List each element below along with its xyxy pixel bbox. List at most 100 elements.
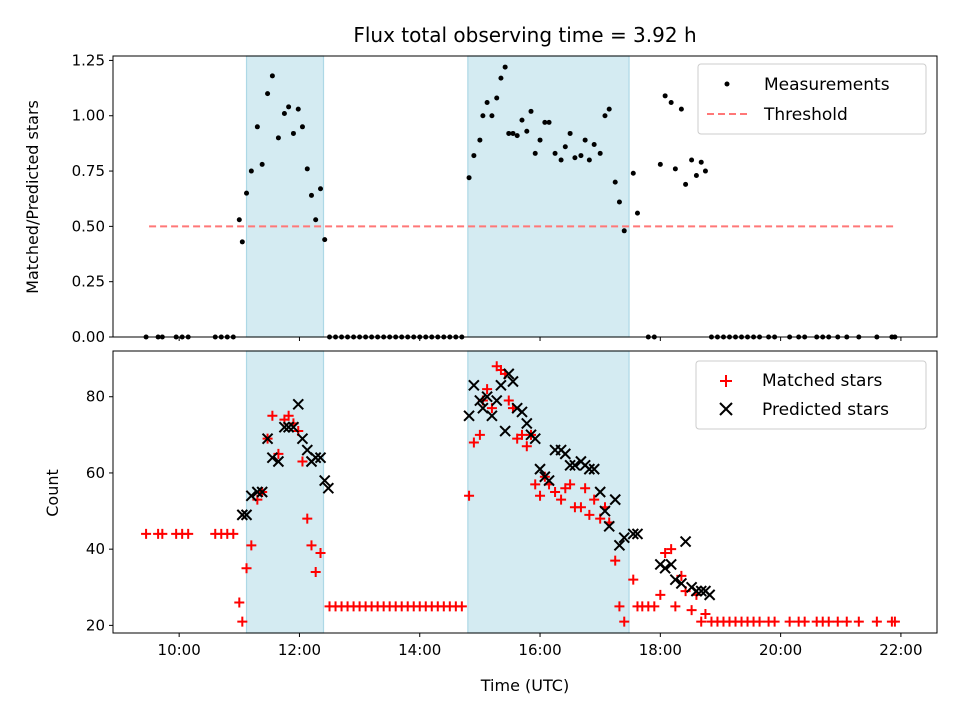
measurement-point (313, 217, 319, 223)
measurement-point (597, 150, 603, 156)
measurement-point (662, 93, 668, 99)
measurement-point (678, 106, 684, 112)
x-tick-label: 18:00 (639, 641, 682, 659)
measurement-point (562, 144, 568, 150)
predicted-star-point (251, 486, 264, 498)
predicted-star-point (236, 509, 249, 521)
measurement-point (591, 142, 597, 148)
measurement-point (239, 239, 245, 245)
matched-star-point (141, 528, 152, 539)
bottom-y-axis-label: Count (43, 469, 62, 517)
predicted-star-point (675, 577, 688, 590)
matched-star-point (754, 616, 765, 627)
measurement-point (281, 111, 287, 117)
measurement-point (586, 157, 592, 163)
matched-star-point (237, 616, 248, 627)
x-tick-label: 22:00 (879, 641, 922, 659)
measurement-point (567, 130, 573, 136)
predicted-star-point (609, 493, 621, 506)
measurement-point (616, 199, 622, 205)
matched-star-point (283, 410, 294, 421)
matched-star-point (565, 479, 576, 490)
predicted-star-point (292, 398, 304, 411)
measurement-point (702, 168, 708, 174)
predicted-star-point (521, 417, 533, 430)
predicted-star-point (272, 455, 285, 468)
matched-star-point (589, 494, 600, 505)
measurement-point (304, 166, 310, 172)
top-panel: 0.00 0.25 0.50 0.75 1.00 1.25 Matched/Predict… (23, 51, 938, 346)
measurement-point (308, 192, 314, 198)
predicted-star-point (245, 490, 258, 502)
matched-star-point (535, 490, 546, 501)
bottom-axis-ticks: 20 40 60 80 10:00 12:00 14:00 16:00 18:00 20:00 22… (86, 388, 923, 659)
predicted-star-point (583, 463, 596, 475)
matched-star-point (482, 384, 493, 395)
predicted-star-point (529, 432, 541, 445)
predicted-star-point (266, 451, 279, 464)
predicted-star-point (309, 451, 322, 464)
measurement-point (582, 137, 588, 143)
y-tick-label: 40 (86, 540, 105, 558)
measurement-point (546, 119, 552, 125)
predicted-star-point (603, 520, 615, 533)
predicted-star-point (499, 425, 511, 437)
measurement-point (698, 159, 704, 165)
measurement-point (630, 170, 636, 176)
matched-star-point (889, 616, 900, 627)
top-axis-ticks: 0.00 0.25 0.50 0.75 1.00 1.25 (72, 51, 902, 346)
predicted-star-point (627, 528, 639, 540)
predicted-star-point (559, 448, 572, 460)
matched-star-point (628, 574, 639, 585)
matched-star-point (468, 437, 479, 448)
matched-star-point (686, 605, 697, 616)
matched-star-point (696, 616, 707, 627)
predicted-star-point (463, 410, 475, 422)
measurement-point (248, 168, 254, 174)
observing-window-span (467, 350, 630, 634)
predicted-star-point (468, 379, 480, 392)
matched-star-point (700, 608, 711, 619)
predicted-star-point (564, 459, 576, 472)
measurement-point (537, 137, 543, 143)
bottom-star-count-points (141, 361, 900, 627)
top-axes-frame (112, 55, 938, 338)
predicted-star-point (618, 532, 630, 544)
measurement-point (477, 137, 483, 143)
predicted-star-point (240, 509, 253, 521)
predicted-star-point (278, 421, 291, 433)
chart-title: Flux total observing time = 3.92 h (353, 23, 696, 47)
predicted-star-point (669, 573, 682, 586)
measurement-point (572, 155, 578, 161)
x-tick-label: 14:00 (398, 641, 441, 659)
measurement-point (657, 161, 663, 167)
top-legend: Measurements Threshold (697, 63, 927, 135)
predicted-star-point (679, 535, 692, 548)
measurement-point (552, 150, 558, 156)
legend-predicted-label: Predicted stars (762, 400, 889, 420)
matched-star-point (503, 395, 514, 406)
measurement-point (542, 119, 548, 125)
measurement-point (494, 95, 500, 101)
matched-star-point (267, 410, 278, 421)
matched-star-point (297, 456, 308, 467)
measurement-point (519, 117, 525, 123)
y-tick-label: 20 (86, 616, 105, 634)
measurement-point (621, 228, 627, 234)
legend-matched-marker (720, 375, 732, 387)
predicted-star-point (319, 474, 331, 487)
predicted-star-point (507, 375, 519, 388)
matched-star-point (157, 528, 168, 539)
measurement-point (672, 166, 678, 172)
measurement-point (612, 179, 618, 185)
measurement-point (265, 91, 271, 97)
legend-measurements-marker (724, 81, 730, 87)
bottom-legend-frame (695, 360, 927, 430)
measurement-point (286, 104, 292, 110)
measurement-point (498, 75, 504, 81)
predicted-star-point (599, 505, 611, 517)
predicted-star-point (486, 410, 498, 422)
legend-predicted-marker (719, 402, 733, 416)
predicted-star-point (495, 379, 507, 392)
